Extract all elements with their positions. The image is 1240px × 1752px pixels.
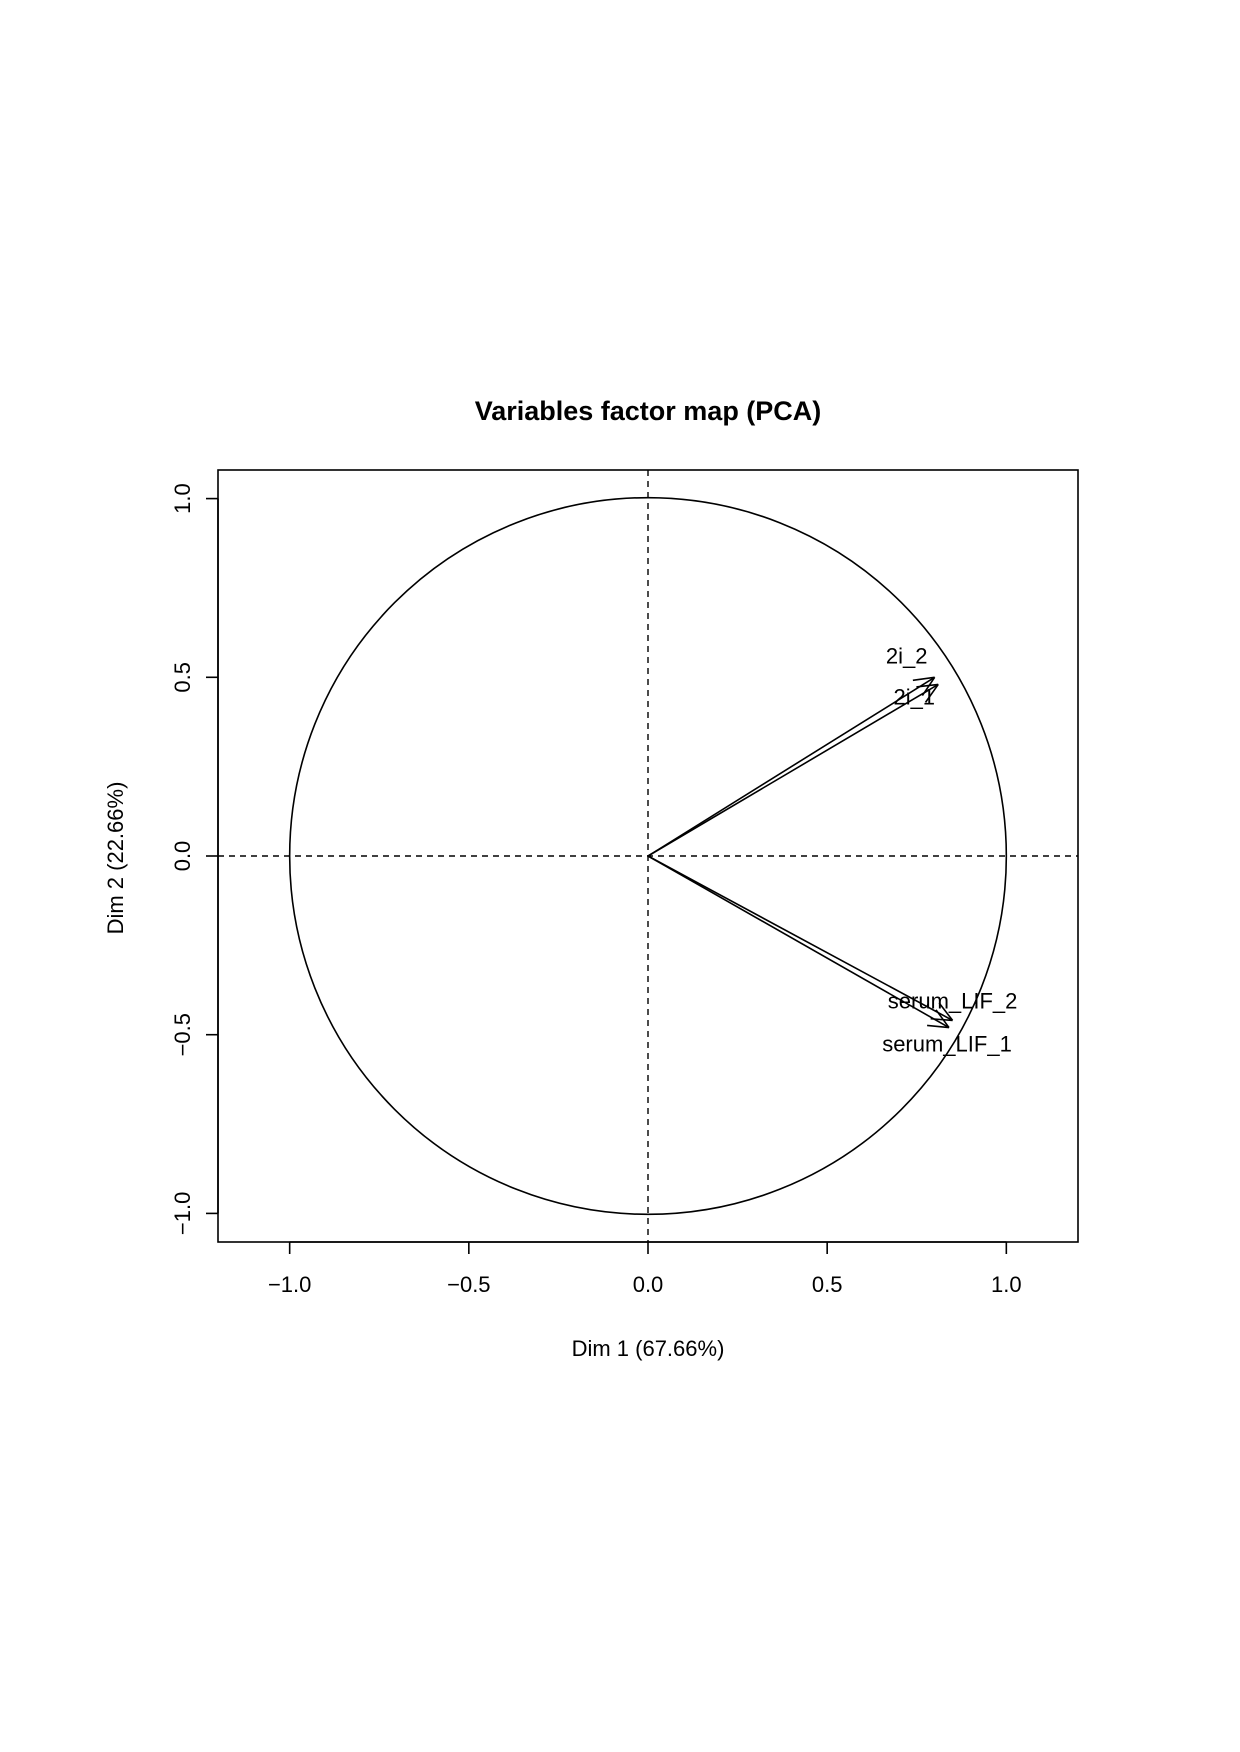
arrow-2i-1 <box>647 683 939 857</box>
arrow-serum-lif-1 <box>647 855 950 1029</box>
x-axis: −1.0 −0.5 0.0 0.5 1.0 <box>268 1241 1022 1297</box>
variable-arrows <box>647 676 954 1029</box>
x-tick-label: 0.0 <box>633 1272 664 1297</box>
y-tick-label: 0.5 <box>170 662 195 693</box>
x-tick-label: 1.0 <box>991 1272 1022 1297</box>
label-serum-lif-2: serum_LIF_2 <box>888 988 1018 1013</box>
plot-area: 2i_2 2i_1 serum_LIF_2 serum_LIF_1 <box>217 469 1079 1243</box>
x-tick-label: −1.0 <box>268 1272 311 1297</box>
x-tick-label: −0.5 <box>447 1272 490 1297</box>
y-tick-label: 0.0 <box>170 841 195 872</box>
x-axis-label: Dim 1 (67.66%) <box>572 1336 725 1361</box>
variable-labels: 2i_2 2i_1 serum_LIF_2 serum_LIF_1 <box>882 643 1017 1056</box>
label-2i-2: 2i_2 <box>886 643 928 668</box>
y-axis: −1.0 −0.5 0.0 0.5 1.0 <box>170 483 219 1235</box>
label-2i-1: 2i_1 <box>893 684 935 709</box>
arrow-2i-2 <box>647 676 936 857</box>
y-tick-label: −0.5 <box>170 1013 195 1056</box>
label-serum-lif-1: serum_LIF_1 <box>882 1032 1012 1057</box>
chart-title: Variables factor map (PCA) <box>475 396 822 426</box>
x-tick-label: 0.5 <box>812 1272 843 1297</box>
y-tick-label: −1.0 <box>170 1192 195 1235</box>
y-tick-label: 1.0 <box>170 483 195 514</box>
y-axis-label: Dim 2 (22.66%) <box>103 782 128 935</box>
